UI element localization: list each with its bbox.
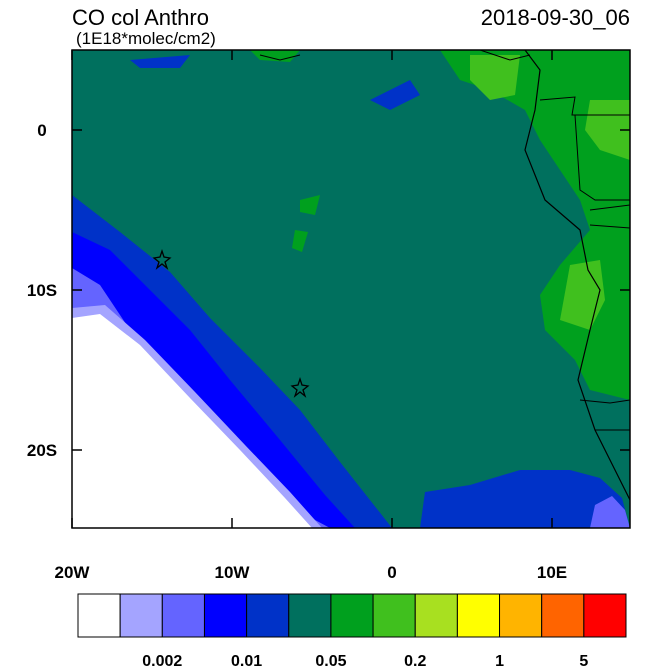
axes: 20W 10W 0 10E 0 10S 20S [27, 50, 630, 582]
subtitle: (1E18*molec/cm2) [76, 29, 216, 48]
level-band [130, 55, 190, 68]
level-band [250, 50, 320, 252]
colorbar: 0.002 0.01 0.05 0.2 1 5 [77, 593, 627, 670]
colorbar-box [372, 593, 416, 638]
colorbar-label: 1 [495, 653, 504, 667]
x-tick-label: 0 [387, 563, 396, 582]
date: 2018-09-30_06 [481, 5, 630, 30]
colorbar-box [583, 593, 627, 638]
colorbar-label: 5 [579, 653, 588, 667]
level-band [72, 314, 312, 528]
colorbar-box [246, 593, 290, 638]
level-band [420, 470, 630, 528]
y-tick-label: 20S [27, 441, 57, 460]
colorbar-box [414, 593, 458, 638]
colorbar-box [77, 593, 121, 638]
title: CO col Anthro [72, 5, 209, 30]
y-tick-label: 0 [37, 121, 46, 140]
colorbar-box [499, 593, 543, 638]
station-marker [290, 376, 310, 398]
border [259, 50, 630, 431]
level-band [590, 496, 630, 528]
colorbar-box [330, 593, 374, 638]
colorbar-box [161, 593, 205, 638]
station-marker [152, 248, 172, 270]
colorbar-box [288, 593, 332, 638]
land-field [470, 55, 630, 330]
colorbar-label: 0.05 [315, 653, 346, 667]
colorbar-box [203, 593, 248, 638]
x-tick-label: 10W [215, 563, 251, 582]
colorbar-box [541, 593, 585, 638]
x-tick-label: 10E [537, 563, 567, 582]
colorbar-label: 0.01 [231, 653, 262, 667]
colorbar-box [119, 593, 163, 638]
colorbar-label: 0.002 [142, 653, 182, 667]
map-frame [71, 49, 631, 529]
level-band [370, 80, 420, 110]
map-field [72, 50, 630, 528]
colorbar-box [456, 593, 501, 638]
y-tick-label: 10S [27, 281, 57, 300]
colorbar-label: 0.2 [404, 653, 426, 667]
x-tick-label: 20W [55, 563, 91, 582]
